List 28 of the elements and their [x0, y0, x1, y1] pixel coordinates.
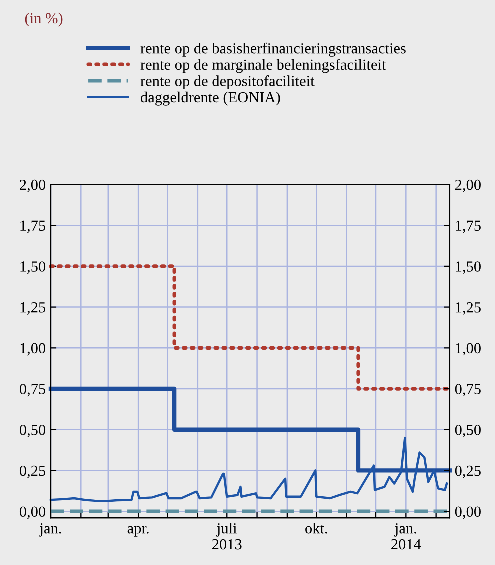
- x-tick-label: apr.: [128, 526, 149, 537]
- x-tick-label: jan.: [39, 523, 62, 537]
- legend-label: rente op de marginale beleningsfaciliteit: [140, 59, 386, 74]
- y-tick-label: 2,00: [20, 180, 46, 192]
- chart-subtitle: (in %): [25, 12, 63, 27]
- legend-label: daggeldrente (EONIA): [141, 92, 280, 106]
- y2-tick-label: 2,00: [455, 180, 481, 192]
- y2-tick-label: 1,00: [456, 343, 481, 356]
- x-tick-label: jan. 2014: [392, 523, 422, 550]
- y2-tick-label: 0,50: [455, 425, 481, 438]
- y2-tick-label: 1,50: [456, 262, 481, 274]
- y-tick-label: 1,25: [20, 302, 46, 315]
- y-tick-label: 1,50: [20, 262, 46, 274]
- y2-tick-label: 0,00: [455, 506, 481, 520]
- y2-tick-label: 1,75: [456, 220, 481, 234]
- y2-tick-label: 1,25: [456, 302, 481, 315]
- y2-tick-label: 0,75: [455, 384, 481, 397]
- y-tick-label: 0,00: [20, 506, 46, 520]
- y-tick-label: 0,50: [20, 425, 46, 438]
- y-tick-label: 0,75: [20, 384, 46, 397]
- x-tick-label: juli 2013: [212, 522, 242, 550]
- y-tick-label: 1,75: [20, 220, 46, 234]
- y-tick-label: 1,00: [20, 343, 46, 356]
- x-tick-label: okt.: [306, 522, 328, 534]
- y-tick-label: 0,25: [20, 466, 46, 478]
- y2-tick-label: 0,25: [455, 466, 481, 478]
- legend-label: rente op de basisherfinancieringstransacties: [140, 42, 406, 57]
- legend-label: rente op de depositofaciliteit: [140, 76, 315, 90]
